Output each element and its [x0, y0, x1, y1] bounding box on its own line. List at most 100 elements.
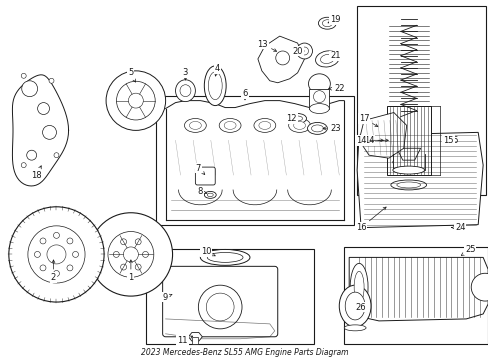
Circle shape [123, 247, 138, 262]
Circle shape [53, 270, 59, 276]
Text: 23: 23 [323, 124, 341, 133]
Circle shape [206, 293, 234, 321]
Ellipse shape [190, 121, 201, 129]
Ellipse shape [207, 252, 243, 262]
Circle shape [117, 81, 155, 120]
Ellipse shape [254, 118, 276, 132]
Bar [146, 249, 315, 344]
Ellipse shape [345, 292, 365, 320]
Text: 14: 14 [356, 136, 383, 145]
Text: 17: 17 [359, 114, 378, 127]
Bar [387, 105, 431, 175]
Circle shape [9, 207, 104, 302]
FancyBboxPatch shape [163, 266, 278, 337]
Circle shape [108, 231, 154, 277]
Ellipse shape [350, 264, 368, 311]
Circle shape [49, 78, 54, 83]
Ellipse shape [344, 325, 366, 331]
Ellipse shape [391, 180, 427, 190]
Ellipse shape [207, 193, 213, 197]
Ellipse shape [312, 125, 323, 132]
Polygon shape [258, 36, 305, 83]
Text: 18: 18 [31, 166, 42, 180]
Text: 11: 11 [177, 336, 193, 345]
Bar [357, 6, 486, 195]
Ellipse shape [293, 116, 302, 121]
Circle shape [113, 251, 119, 257]
Ellipse shape [339, 285, 371, 327]
Circle shape [121, 239, 126, 245]
FancyBboxPatch shape [196, 167, 215, 185]
Circle shape [28, 226, 85, 283]
Circle shape [21, 73, 26, 78]
Circle shape [106, 71, 166, 130]
Text: 4: 4 [215, 64, 220, 76]
Ellipse shape [289, 118, 311, 132]
Polygon shape [397, 148, 420, 160]
Circle shape [276, 51, 290, 65]
Text: 8: 8 [197, 188, 207, 197]
Bar [344, 247, 488, 344]
Ellipse shape [294, 121, 306, 129]
Ellipse shape [200, 249, 250, 265]
Polygon shape [359, 113, 407, 158]
Text: 12: 12 [286, 114, 297, 123]
Circle shape [26, 150, 37, 160]
Circle shape [21, 163, 26, 168]
Circle shape [34, 251, 40, 257]
Text: 5: 5 [128, 68, 136, 82]
Circle shape [143, 251, 148, 257]
Text: 25: 25 [461, 245, 475, 256]
Ellipse shape [393, 166, 425, 174]
Ellipse shape [184, 118, 206, 132]
Ellipse shape [204, 66, 226, 105]
Ellipse shape [316, 51, 339, 67]
Circle shape [296, 43, 313, 59]
Text: 9: 9 [163, 293, 172, 302]
Circle shape [43, 125, 56, 139]
Ellipse shape [309, 74, 330, 94]
Text: 3: 3 [183, 68, 188, 80]
Ellipse shape [224, 121, 236, 129]
Circle shape [121, 264, 126, 270]
Circle shape [135, 239, 141, 245]
Circle shape [40, 265, 46, 271]
Ellipse shape [397, 182, 420, 188]
Circle shape [40, 238, 46, 244]
Text: 10: 10 [201, 247, 215, 256]
Ellipse shape [310, 104, 329, 113]
Circle shape [67, 265, 73, 271]
Text: 19: 19 [328, 15, 341, 24]
Circle shape [47, 245, 66, 264]
Ellipse shape [320, 54, 334, 63]
Text: 21: 21 [330, 51, 341, 60]
Text: 2: 2 [51, 260, 56, 282]
Text: 16: 16 [356, 207, 386, 232]
Ellipse shape [259, 121, 271, 129]
Circle shape [128, 93, 143, 108]
Polygon shape [349, 257, 488, 321]
Text: 6: 6 [243, 89, 247, 100]
Circle shape [471, 273, 490, 301]
Ellipse shape [175, 80, 196, 102]
Ellipse shape [393, 157, 425, 167]
Ellipse shape [322, 20, 332, 27]
Text: 22: 22 [329, 84, 344, 93]
Polygon shape [189, 333, 202, 341]
Ellipse shape [204, 192, 216, 198]
Bar [193, 337, 198, 344]
Circle shape [53, 233, 59, 238]
Ellipse shape [318, 17, 336, 29]
Circle shape [300, 47, 309, 55]
Circle shape [314, 91, 325, 103]
Text: 7: 7 [196, 163, 205, 175]
Ellipse shape [219, 118, 241, 132]
Circle shape [22, 81, 38, 96]
Circle shape [89, 213, 172, 296]
Circle shape [135, 264, 141, 270]
Text: 20: 20 [293, 46, 304, 55]
Bar [393, 154, 425, 170]
Text: 14: 14 [364, 136, 388, 145]
Polygon shape [357, 132, 483, 228]
Ellipse shape [289, 113, 307, 123]
